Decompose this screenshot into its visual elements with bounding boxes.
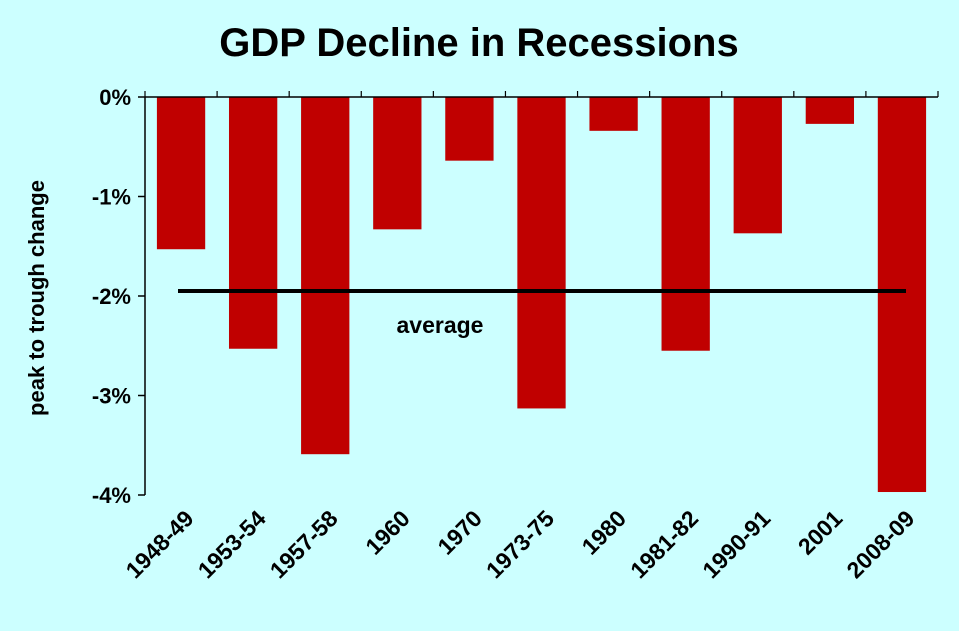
y-ticks-group: 0% -1% -2% -3% -4% (92, 85, 145, 508)
chart-title: GDP Decline in Recessions (219, 21, 738, 65)
x-category-label: 1957-58 (265, 505, 343, 583)
x-category-label: 2001 (793, 505, 848, 560)
bar-2008-09 (877, 97, 927, 493)
bar-1960 (373, 97, 422, 230)
y-tick-label: -3% (92, 384, 131, 409)
y-tick-label: -1% (92, 185, 131, 210)
x-category-label: 1953-54 (193, 505, 271, 583)
reference-line-group: average (178, 289, 906, 338)
x-category-label: 1970 (432, 505, 487, 560)
bar-1973-75 (517, 97, 566, 409)
x-category-label: 1990-91 (697, 505, 775, 583)
bar-1953-54 (228, 97, 278, 349)
bar-1948-49 (156, 97, 206, 250)
bar-1981-82 (661, 97, 710, 351)
x-category-label: 1980 (577, 505, 632, 560)
bar-2001 (805, 97, 855, 124)
bar-1980 (589, 97, 638, 131)
bars-group (156, 97, 927, 493)
y-axis-label: peak to trough change (24, 180, 49, 416)
x-category-label: 1960 (360, 505, 415, 560)
x-category-label: 1948-49 (121, 505, 199, 583)
bar-1957-58 (301, 97, 350, 455)
average-label: average (397, 312, 484, 338)
bar-1970 (445, 97, 494, 161)
x-category-label: 1973-75 (481, 505, 559, 583)
bar-1990-91 (733, 97, 782, 234)
x-category-label: 1981-82 (625, 505, 703, 583)
x-category-label: 2008-09 (841, 505, 919, 583)
y-tick-label: 0% (99, 85, 131, 110)
y-tick-label: -2% (92, 284, 131, 309)
y-tick-label: -4% (92, 483, 131, 508)
